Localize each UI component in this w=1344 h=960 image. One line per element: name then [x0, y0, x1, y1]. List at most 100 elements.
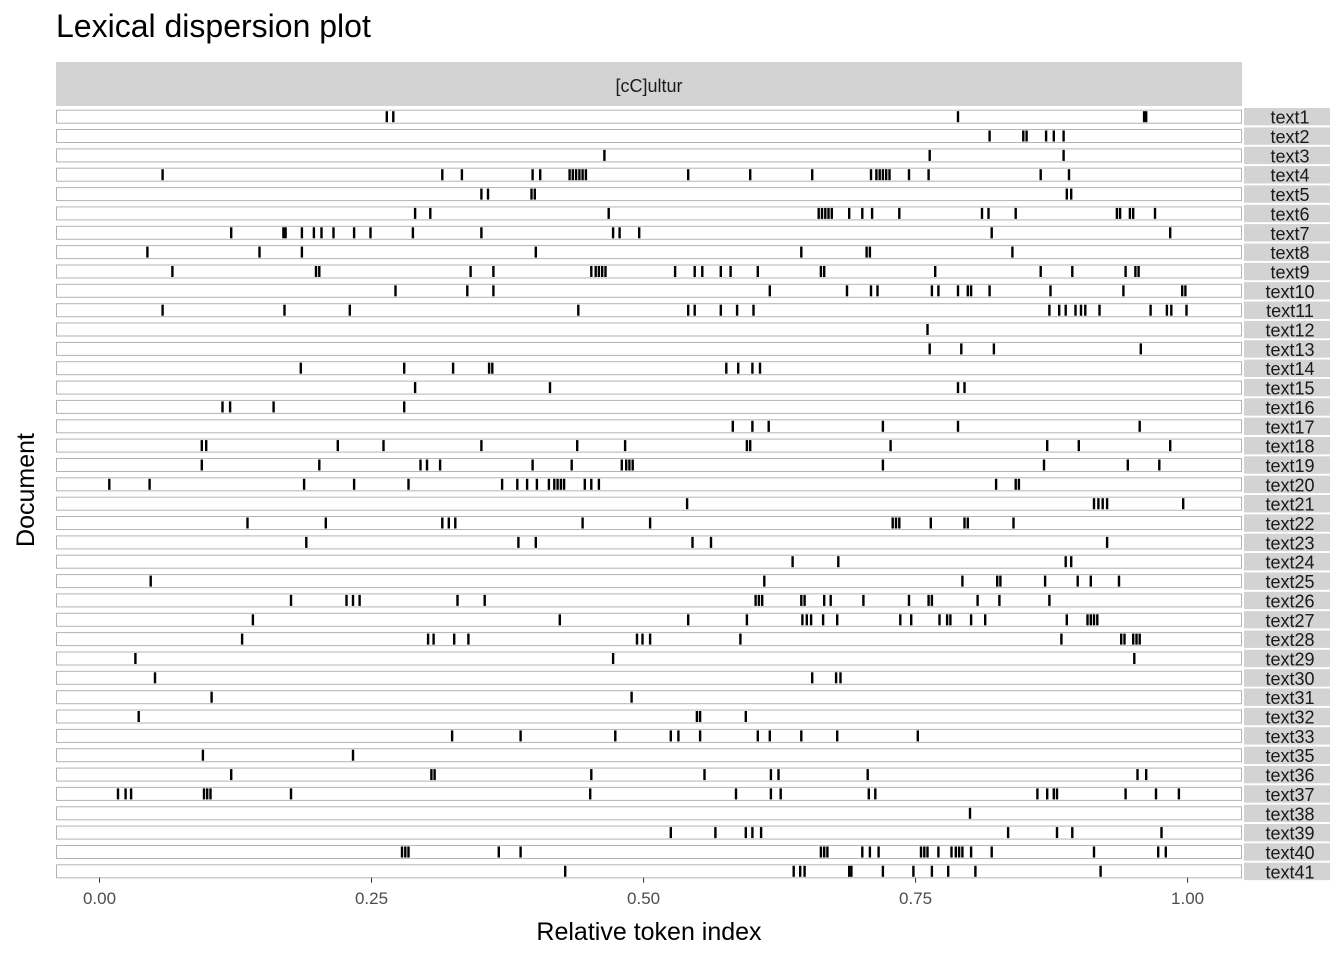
- dispersion-mark: [693, 266, 696, 277]
- row-label-strip: [1244, 224, 1330, 242]
- dispersion-mark: [954, 846, 957, 858]
- dispersion-mark: [744, 711, 747, 722]
- dispersion-mark: [1065, 188, 1068, 200]
- dispersion-mark: [811, 169, 814, 181]
- dispersion-mark: [768, 730, 771, 742]
- dispersion-mark: [823, 266, 826, 277]
- document-row: text36: [56, 766, 1330, 786]
- dispersion-mark: [205, 440, 208, 452]
- dispersion-mark: [1042, 459, 1046, 471]
- row-label-strip: [1244, 746, 1330, 764]
- dispersion-mark: [926, 846, 929, 858]
- dispersion-mark: [240, 633, 244, 645]
- dispersion-mark: [861, 207, 864, 219]
- dispersion-mark: [1169, 440, 1172, 452]
- dispersion-mark: [597, 478, 601, 490]
- row-panel: [56, 709, 1242, 724]
- dispersion-mark: [839, 672, 842, 684]
- dispersion-mark: [623, 440, 627, 452]
- row-panel: [56, 129, 1242, 143]
- dispersion-mark: [638, 227, 641, 239]
- dispersion-mark: [698, 711, 702, 722]
- row-label-strip: [1244, 456, 1330, 474]
- dispersion-mark: [988, 130, 991, 142]
- dispersion-mark: [1118, 207, 1122, 219]
- dispersion-mark: [525, 478, 529, 490]
- dispersion-mark: [1115, 207, 1119, 219]
- dispersion-mark: [351, 749, 355, 761]
- document-label: text30: [1265, 669, 1314, 689]
- dispersion-mark: [907, 594, 911, 606]
- document-label: text26: [1265, 591, 1314, 611]
- dispersion-mark: [968, 807, 972, 819]
- dispersion-mark: [869, 169, 873, 181]
- dispersion-mark: [927, 594, 930, 606]
- facet-strip: [56, 62, 1242, 106]
- row-panel: [56, 786, 1242, 801]
- document-row: text39: [56, 824, 1330, 844]
- dispersion-mark: [845, 285, 849, 297]
- dispersion-mark: [763, 575, 766, 587]
- dispersion-mark: [611, 653, 615, 664]
- dispersion-mark: [289, 594, 293, 606]
- dispersion-mark: [221, 401, 224, 413]
- dispersion-mark: [737, 362, 740, 374]
- dispersion-mark: [868, 246, 872, 258]
- dispersion-mark: [469, 266, 472, 277]
- dispersion-mark: [369, 227, 372, 239]
- dispersion-mark: [594, 266, 597, 277]
- dispersion-mark: [289, 788, 293, 800]
- dispersion-mark: [251, 614, 255, 626]
- dispersion-mark: [272, 401, 275, 413]
- dispersion-mark: [961, 846, 964, 858]
- dispersion-mark: [631, 459, 634, 471]
- document-label: text6: [1270, 204, 1309, 224]
- row-panel: [56, 264, 1242, 279]
- document-label: text11: [1266, 301, 1314, 321]
- row-panel: [56, 806, 1242, 821]
- dispersion-mark: [1074, 304, 1077, 316]
- dispersion-mark: [1011, 246, 1014, 258]
- document-row: text33: [56, 727, 1330, 747]
- dispersion-mark: [829, 594, 832, 606]
- dispersion-mark: [1070, 188, 1073, 200]
- row-panel: [56, 496, 1242, 511]
- row-label-strip: [1244, 301, 1330, 319]
- dispersion-mark: [673, 266, 677, 277]
- dispersion-mark: [1165, 304, 1169, 316]
- dispersion-mark: [837, 556, 840, 568]
- dispersion-mark: [703, 769, 706, 781]
- dispersion-mark: [691, 536, 694, 548]
- dispersion-mark: [963, 382, 966, 394]
- row-label-strip: [1244, 417, 1330, 435]
- dispersion-mark: [1046, 440, 1049, 452]
- dispersion-mark: [1064, 304, 1067, 316]
- dispersion-mark: [1120, 633, 1123, 645]
- dispersion-mark: [1101, 498, 1104, 510]
- dispersion-mark: [714, 827, 717, 839]
- document-label: text14: [1265, 359, 1314, 379]
- dispersion-mark: [312, 227, 316, 239]
- dispersion-mark: [745, 440, 749, 452]
- dispersion-mark: [318, 266, 321, 277]
- dispersion-mark: [912, 865, 915, 877]
- dispersion-mark: [576, 440, 579, 452]
- dispersion-mark: [819, 266, 823, 277]
- dispersion-mark: [1076, 575, 1079, 587]
- dispersion-mark: [432, 633, 435, 645]
- row-panel: [56, 225, 1242, 240]
- dispersion-mark: [888, 169, 891, 181]
- dispersion-mark: [956, 111, 960, 123]
- row-label-strip: [1244, 804, 1330, 822]
- row-panel: [56, 109, 1242, 124]
- dispersion-mark: [1097, 498, 1100, 510]
- dispersion-mark: [1055, 827, 1059, 839]
- row-panel: [56, 748, 1242, 763]
- dispersion-mark: [1134, 266, 1137, 277]
- dispersion-mark: [805, 614, 808, 626]
- dispersion-mark: [577, 304, 580, 316]
- dispersion-mark: [1158, 459, 1161, 471]
- dispersion-mark: [756, 730, 759, 742]
